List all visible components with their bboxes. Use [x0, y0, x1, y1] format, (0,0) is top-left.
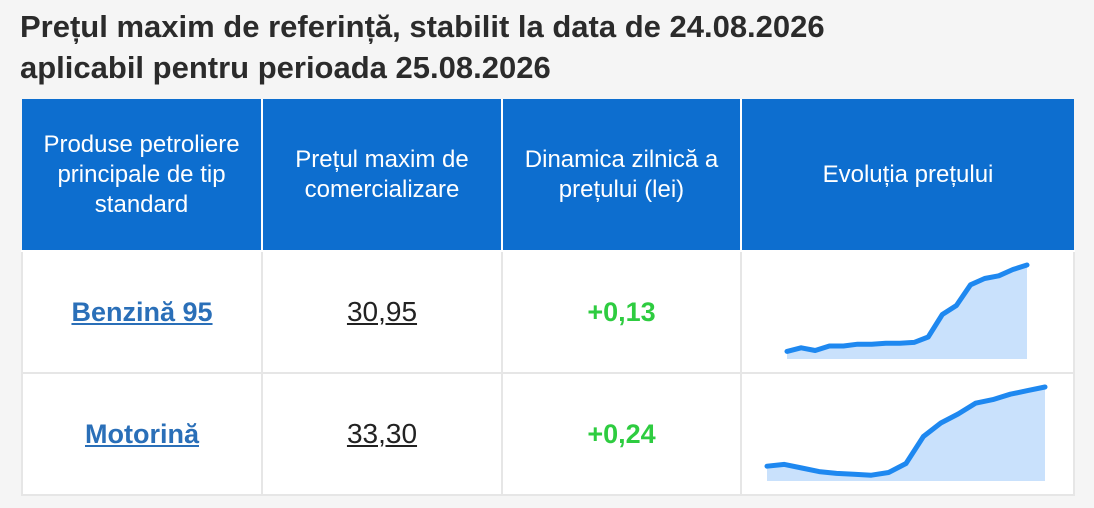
product-cell: Motorină — [21, 372, 263, 496]
evolution-cell — [740, 250, 1075, 374]
sparkline-line — [784, 262, 1029, 354]
column-header-price-evolution: Evoluția prețului — [740, 99, 1074, 252]
price-cell: 33,30 — [261, 372, 503, 496]
table-row: Motorină 33,30 +0,24 — [21, 372, 1075, 496]
column-header-product: Produse petroliere principale de tip sta… — [22, 99, 262, 252]
price-table: Produse petroliere principale de tip sta… — [21, 99, 1075, 496]
column-header-max-price: Prețul maxim de comercializare — [261, 99, 502, 252]
price-cell: 30,95 — [261, 250, 503, 374]
product-link-benzina-95[interactable]: Benzină 95 — [71, 296, 213, 327]
column-header-daily-change: Dinamica zilnică a prețului (lei) — [501, 99, 741, 252]
daily-change-value: +0,13 — [587, 296, 656, 327]
page-title: Prețul maxim de referință, stabilit la d… — [20, 6, 825, 88]
sparkline-line — [764, 384, 1047, 478]
table-row: Benzină 95 30,95 +0,13 — [21, 250, 1075, 374]
max-price-value[interactable]: 33,30 — [346, 418, 418, 449]
table-header-row: Produse petroliere principale de tip sta… — [22, 99, 1074, 252]
sparkline-area — [766, 387, 1045, 481]
max-price-value[interactable]: 30,95 — [346, 296, 418, 327]
product-cell: Benzină 95 — [21, 250, 263, 374]
title-line-2: aplicabil pentru perioada 25.08.2026 — [20, 50, 551, 85]
sparkline-area — [786, 265, 1027, 359]
delta-cell: +0,13 — [501, 250, 742, 374]
evolution-cell — [740, 372, 1075, 496]
product-link-motorina[interactable]: Motorină — [85, 418, 199, 449]
price-evolution-sparkline — [764, 384, 1047, 481]
price-evolution-sparkline — [784, 262, 1029, 359]
delta-cell: +0,24 — [501, 372, 742, 496]
daily-change-value: +0,24 — [587, 418, 656, 449]
title-line-1: Prețul maxim de referință, stabilit la d… — [20, 9, 825, 44]
